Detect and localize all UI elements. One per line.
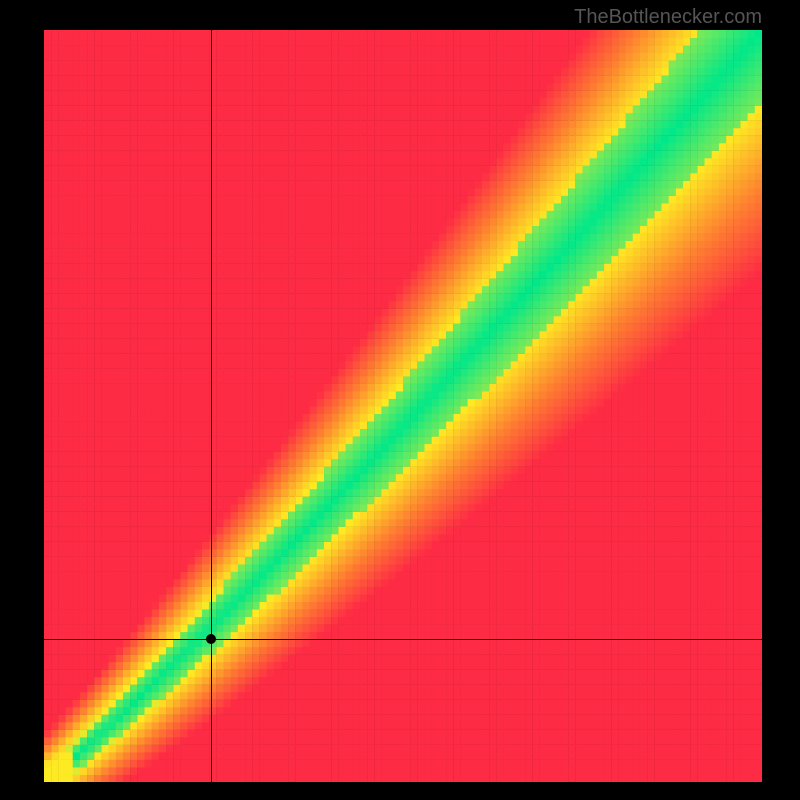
crosshair-horizontal bbox=[44, 639, 762, 640]
heatmap-plot bbox=[44, 30, 762, 782]
crosshair-vertical bbox=[211, 30, 212, 782]
heatmap-canvas bbox=[44, 30, 762, 782]
watermark-text: TheBottlenecker.com bbox=[574, 6, 762, 29]
data-point-marker bbox=[206, 634, 216, 644]
